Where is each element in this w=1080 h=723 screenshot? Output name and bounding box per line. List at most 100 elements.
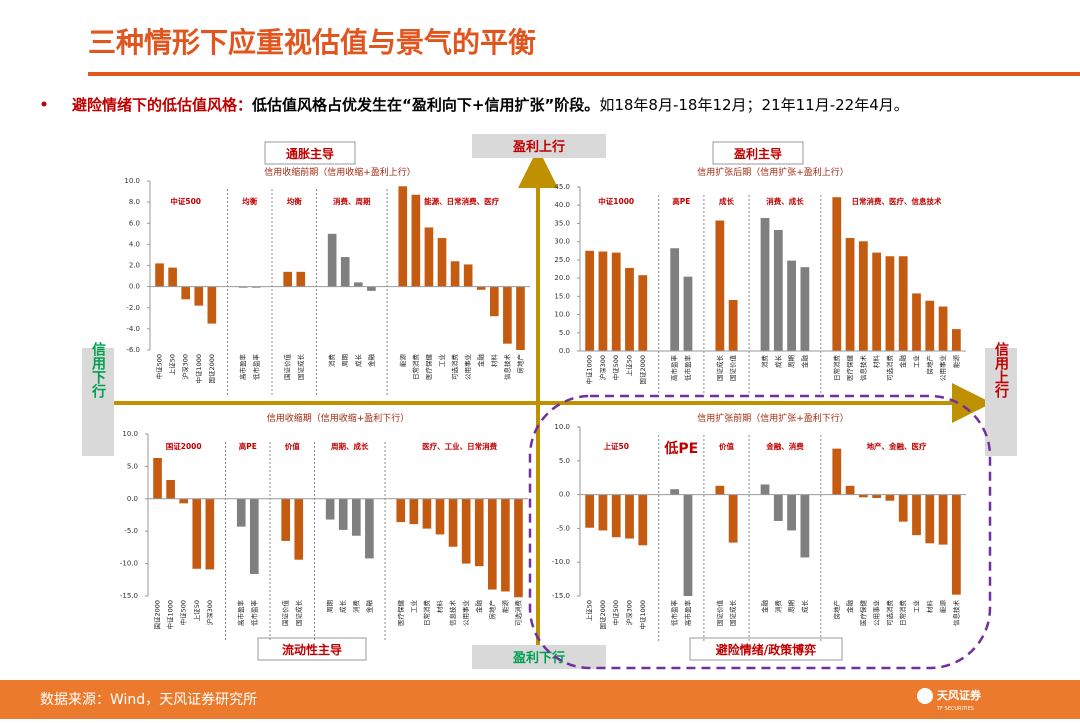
bar	[351, 498, 361, 536]
bar	[501, 498, 510, 592]
bar	[670, 248, 680, 351]
x-tick-label: 低市盈率	[683, 355, 692, 382]
x-tick-label: 金融	[760, 600, 769, 614]
x-tick-label: 日常消费	[422, 600, 431, 627]
x-tick-label: 中证1000	[194, 354, 203, 384]
y-tick-label: 0.0	[559, 491, 570, 499]
x-tick-label: 低市盈率	[251, 354, 260, 381]
y-tick-label: 5.0	[559, 457, 570, 465]
x-tick-label: 材料	[489, 354, 498, 368]
x-tick-label: 工业	[911, 355, 920, 369]
x-tick-label: 能源	[951, 355, 960, 369]
axis-up-label: 盈利上行	[512, 139, 565, 155]
y-tick-label: 8.0	[129, 198, 140, 206]
x-tick-label: 周期	[788, 355, 796, 369]
chart-subtitle: 信用收缩期（信用收缩+盈利下行）	[267, 412, 410, 424]
x-tick-label: 消费	[760, 355, 769, 369]
bar	[207, 286, 217, 324]
bar	[238, 286, 248, 288]
x-tick-label: 材料	[925, 600, 934, 614]
x-tick-label: 工业	[911, 600, 920, 614]
y-tick-label: -15.0	[552, 592, 570, 600]
bar	[437, 238, 447, 287]
bar	[787, 260, 796, 351]
bar	[461, 498, 471, 564]
bar	[487, 498, 497, 590]
x-tick-label: 成长	[353, 354, 362, 368]
y-tick-label: 40.0	[554, 201, 570, 209]
chart-subtitle: 信用扩张后期（信用扩张+盈利上行）	[697, 166, 849, 178]
bar	[365, 498, 374, 559]
y-tick-label: -5.0	[124, 527, 138, 535]
x-tick-label: 可选消费	[885, 600, 894, 627]
bar	[885, 256, 895, 351]
bar	[192, 498, 202, 569]
x-tick-label: 日常消费	[898, 600, 907, 627]
x-tick-label: 材料	[872, 355, 881, 369]
axis-down-box	[472, 645, 606, 669]
group-label: 消费、成长	[766, 196, 804, 206]
bullet-rest: 如18年8月-18年12月；21年11月-22年4月。	[599, 96, 908, 114]
group-label: 金融、消费	[765, 441, 804, 451]
x-tick-label: 国证成长	[294, 600, 303, 627]
x-tick-label: 能源	[938, 600, 947, 614]
group-label: 均衡	[242, 196, 257, 206]
bullet-lead: 避险情绪下的低估值风格：	[72, 96, 252, 114]
x-tick-label: 金融	[845, 600, 854, 614]
bar	[476, 286, 486, 290]
bar	[845, 485, 855, 495]
y-tick-label: -4.0	[126, 325, 140, 333]
x-tick-label: 国证2000	[208, 354, 216, 384]
bar	[925, 300, 935, 351]
x-tick-label: 国证2000	[599, 600, 607, 630]
x-tick-label: 高市盈率	[670, 355, 679, 382]
x-tick-label: 上证50	[192, 600, 201, 621]
bar	[281, 498, 291, 541]
bar	[424, 227, 434, 287]
bullet: 避险情绪下的低估值风格：低估值风格占优发生在“盈利向下+信用扩张”阶段。如18年…	[72, 96, 909, 114]
group-label: 医疗、工业、日常消费	[422, 441, 497, 451]
x-tick-label: 国证价值	[728, 355, 737, 382]
quadrant-box	[712, 141, 804, 165]
bar	[872, 252, 882, 351]
bar	[885, 494, 895, 501]
bar	[153, 457, 162, 499]
bar	[409, 498, 419, 525]
bar	[283, 271, 293, 287]
y-tick-label: 10.0	[554, 311, 570, 319]
quadrant-box	[264, 141, 356, 165]
x-tick-label: 消费	[351, 600, 360, 614]
x-tick-label: 中证1000	[585, 355, 594, 385]
bar	[585, 250, 595, 351]
x-tick-label: 消费	[327, 354, 336, 368]
x-tick-label: 周期	[341, 354, 349, 368]
x-tick-label: 周期	[788, 600, 796, 614]
axis-down-label: 盈利下行	[512, 650, 565, 666]
logo-sub: TF SECURITIES	[936, 706, 974, 712]
y-tick-label: 35.0	[554, 219, 570, 227]
y-tick-label: 10.0	[122, 430, 138, 438]
bar	[585, 494, 595, 528]
x-tick-label: 房地产	[925, 355, 934, 375]
bar	[179, 498, 189, 504]
bar	[715, 220, 725, 351]
bar	[294, 498, 304, 560]
x-tick-label: 金融	[474, 600, 483, 614]
x-tick-label: 信息技术	[858, 355, 867, 382]
x-tick-label: 金融	[476, 354, 485, 368]
x-tick-label: 日常消费	[832, 355, 841, 382]
bar	[912, 293, 921, 351]
bar	[773, 494, 783, 521]
bar	[181, 286, 191, 300]
y-tick-label: -10.0	[120, 560, 138, 568]
bar	[514, 498, 523, 598]
y-tick-label: 6.0	[129, 219, 140, 227]
x-tick-label: 可选消费	[885, 355, 894, 382]
footer-source: 数据来源：Wind，天风证券研究所	[40, 692, 257, 708]
x-tick-label: 高市盈率	[238, 354, 247, 381]
group-label: 国证2000	[166, 441, 202, 451]
bar	[503, 286, 512, 344]
quadrant-label: 通胀主导	[286, 146, 334, 161]
x-tick-label: 成长	[773, 355, 782, 369]
